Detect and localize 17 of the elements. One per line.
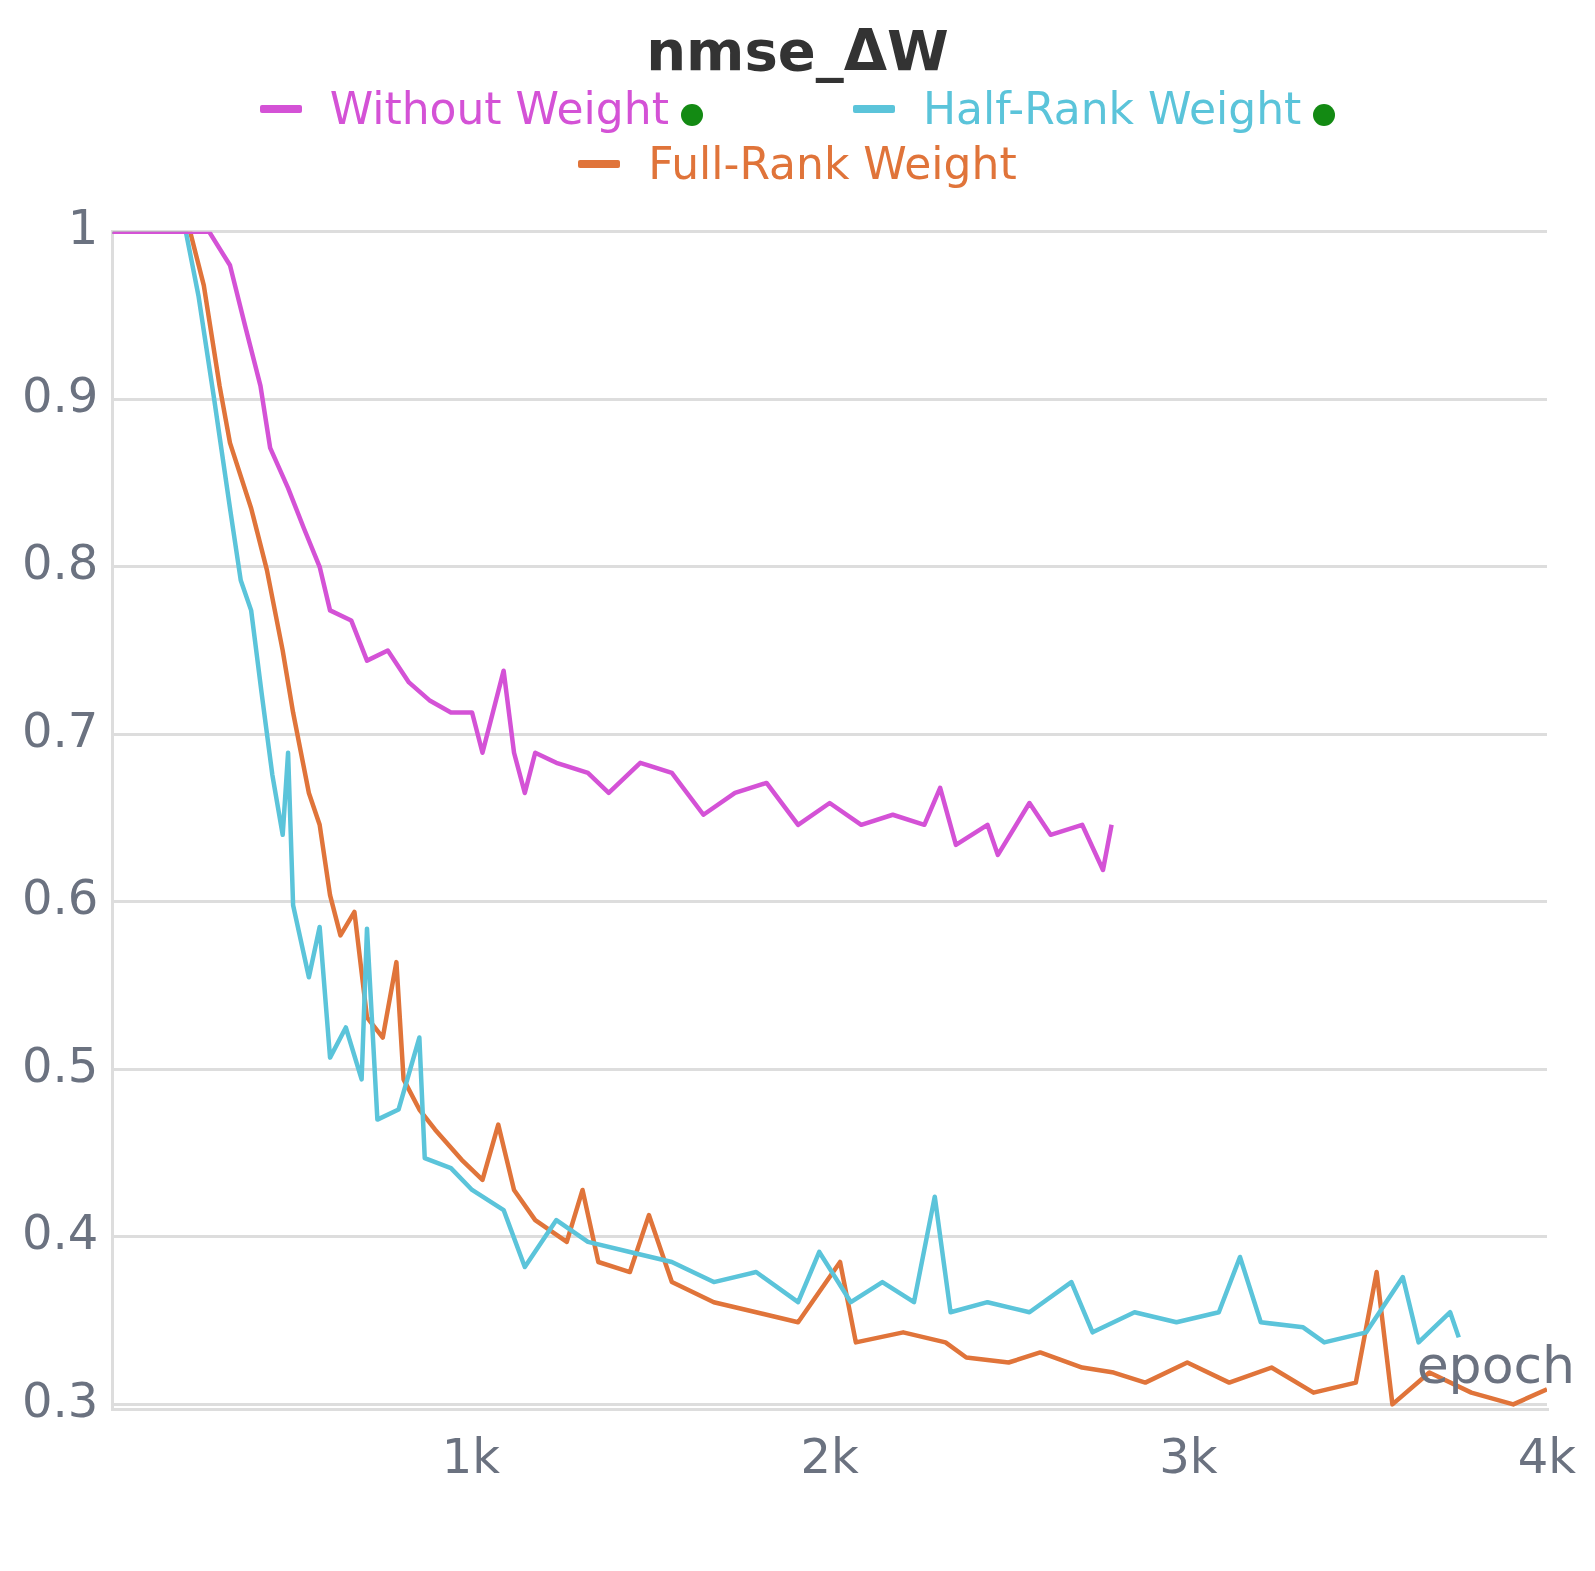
legend-label: Half-Rank Weight xyxy=(922,83,1302,134)
y-tick-label: 0.9 xyxy=(21,366,99,423)
y-tick-label: 0.5 xyxy=(21,1036,99,1093)
x-tick-label: 3k xyxy=(1159,1427,1218,1484)
legend-label: Without Weight xyxy=(329,83,669,134)
x-axis-title: epoch xyxy=(1416,1334,1575,1395)
y-tick-label: 0.8 xyxy=(21,534,99,591)
chart-title: nmse_ΔW xyxy=(645,17,950,83)
y-tick-label: 0.4 xyxy=(21,1204,99,1261)
x-tick-label: 4k xyxy=(1517,1427,1577,1484)
y-tick-label: 0.3 xyxy=(21,1371,99,1428)
x-tick-label: 1k xyxy=(441,1427,501,1484)
y-tick-label: 0.7 xyxy=(21,701,99,758)
legend-label: Full-Rank Weight xyxy=(648,138,1017,189)
y-tick-label: 0.6 xyxy=(21,869,99,926)
y-tick-label: 1 xyxy=(67,199,99,256)
x-tick-label: 2k xyxy=(800,1427,860,1484)
